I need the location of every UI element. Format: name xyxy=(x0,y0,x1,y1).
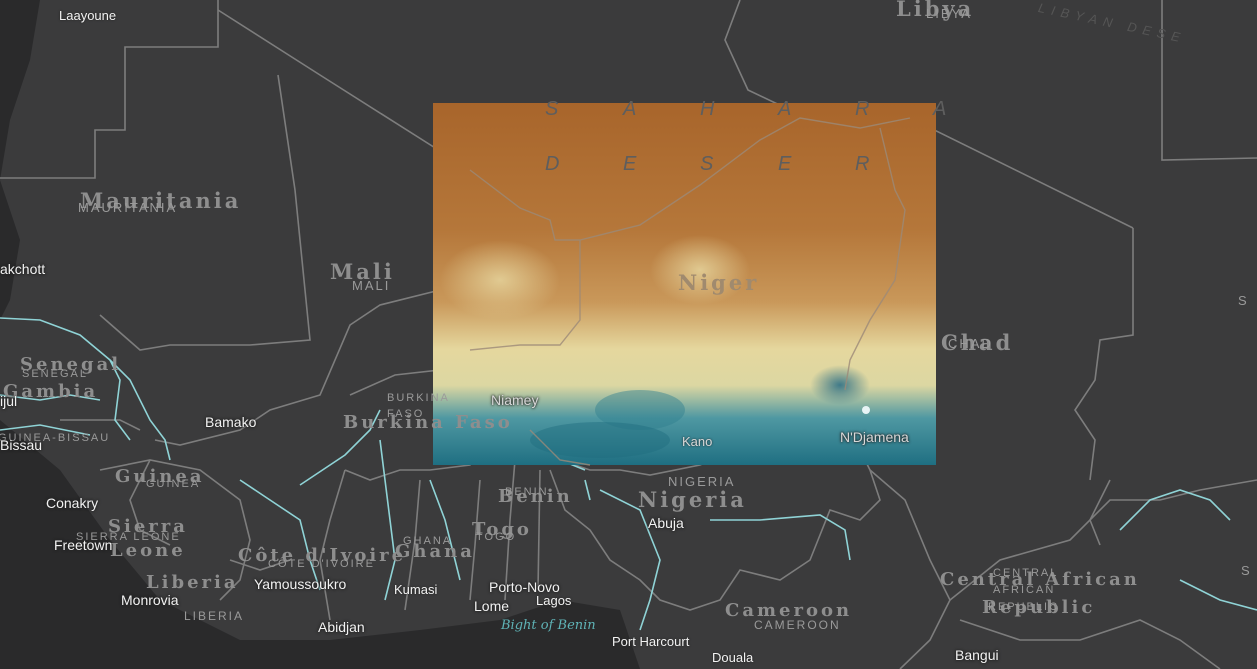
raster-overlay xyxy=(433,103,936,466)
atlantic-ocean-south xyxy=(0,420,640,669)
atlantic-ocean xyxy=(0,0,40,180)
atlantic-west-coast xyxy=(0,180,20,320)
